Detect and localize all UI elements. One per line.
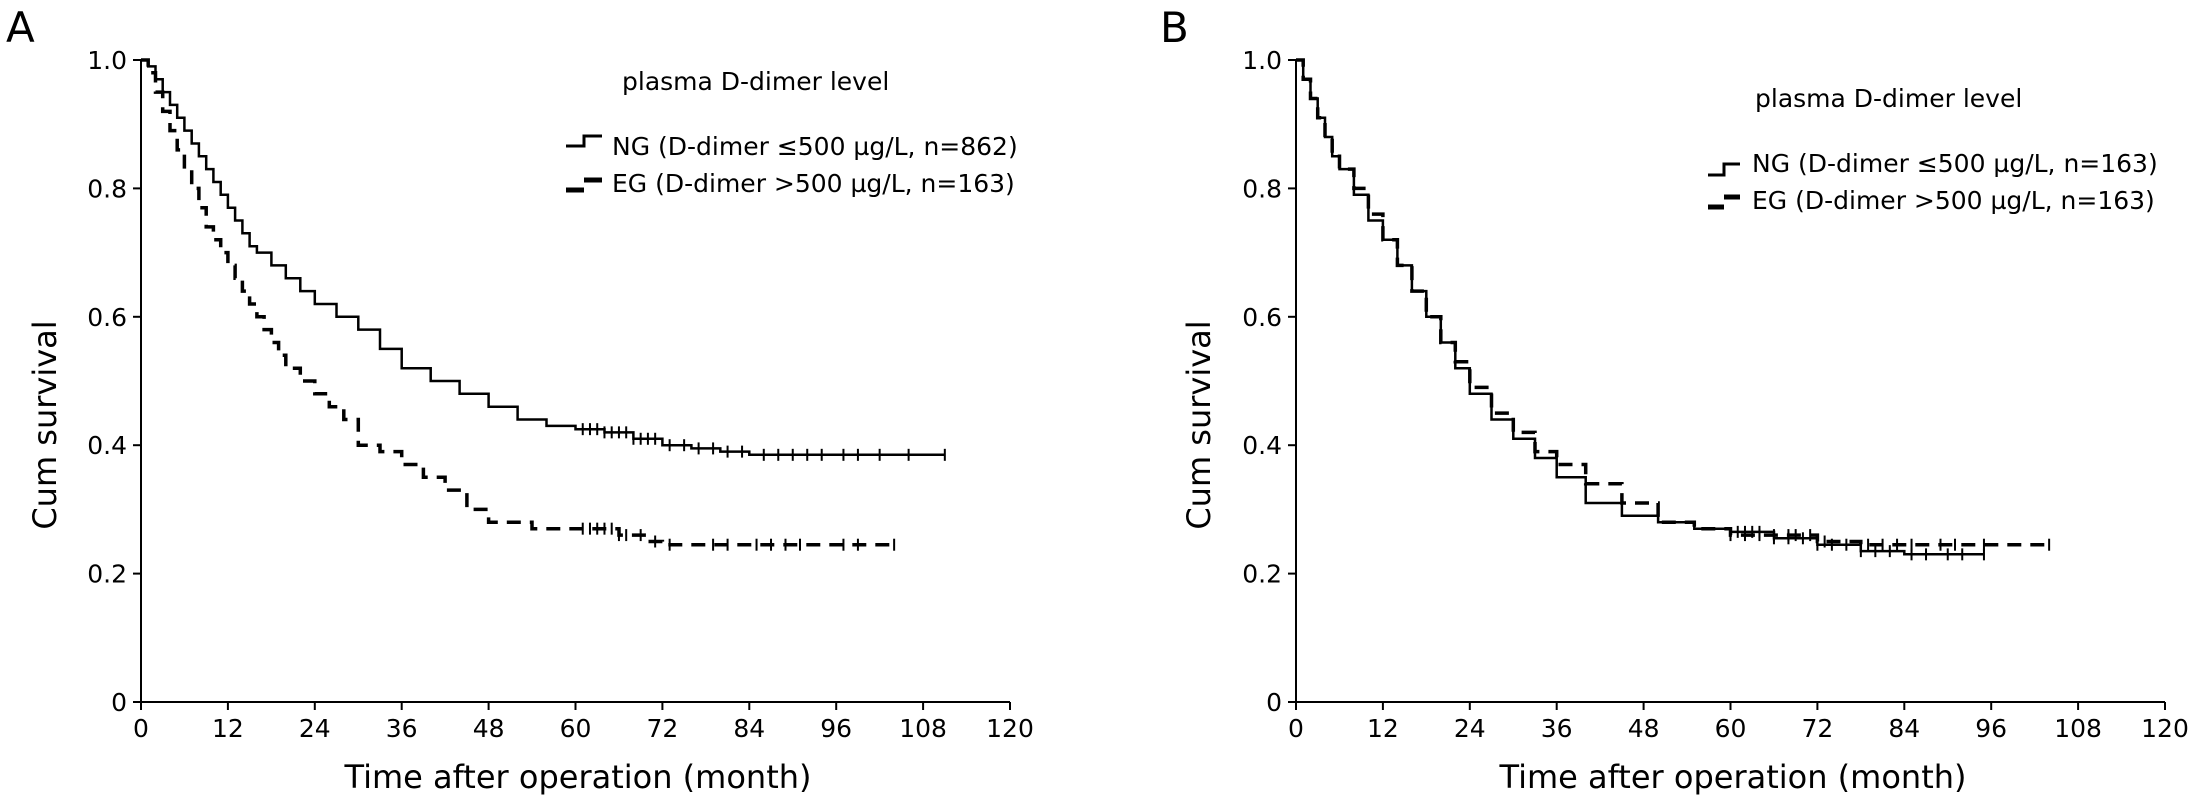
panel-b-y-tick-label: 0.6 [1242,303,1282,332]
panel-b-x-axis-title: Time after operation (month) [1499,758,1967,796]
panel-b-x-tick-label: 108 [2054,714,2102,743]
panel-a-y-tick-label: 0 [111,688,127,717]
panel-b-y-tick-label: 0.2 [1242,560,1282,589]
panel-a-y-tick-label: 0.2 [87,560,127,589]
panel-a-x-tick-label: 0 [133,714,149,743]
panel-a-x-tick-label: 12 [212,714,244,743]
panel-a-legend-ng-label: NG (D-dimer ≤500 µg/L, n=862) [612,132,1018,161]
panel-b-x-tick-label: 48 [1628,714,1660,743]
panel-b-ng-survival-curve [1296,58,1984,556]
panel-a-legend: plasma D-dimer level NG (D-dimer ≤500 µg… [566,67,1018,198]
panel-a-x-tick-label: 96 [820,714,852,743]
panel-b-legend-title: plasma D-dimer level [1755,84,2022,113]
plot-a: 0 12 24 36 48 60 72 84 96 108 120 0 0.2 0.4 0.6 0.8 1.0 [87,46,1034,743]
panel-a-y-tick-label: 0.8 [87,174,127,203]
panel-b-legend-ng-swatch [1708,162,1740,177]
panel-a-letter: A [6,3,35,52]
panel-a-legend-eg-swatch [566,177,602,193]
panel-a-ng-survival-curve [141,58,945,457]
panel-b-x-tick-label: 36 [1541,714,1573,743]
panel-a-legend-title: plasma D-dimer level [622,67,889,96]
panel-a-y-axis-title: Cum survival [26,320,64,529]
panel-a-x-tick-label: 60 [560,714,592,743]
panel-b-eg-survival-curve [1296,58,2050,547]
panel-b-x-tick-label: 96 [1975,714,2007,743]
panel-a-x-tick-label: 48 [473,714,505,743]
panel-b-x-tick-label: 120 [2141,714,2189,743]
panel-b-y-tick-label: 0.4 [1242,431,1282,460]
panel-a-legend-ng-swatch [566,134,602,148]
panel-b-legend-ng-label: NG (D-dimer ≤500 µg/L, n=163) [1752,149,2158,178]
panel-b-x-tick-label: 60 [1715,714,1747,743]
panel-a-y-tick-label: 0.4 [87,431,127,460]
panel-b-x-tick-label: 84 [1888,714,1920,743]
panel-b-letter: B [1160,3,1189,52]
panel-a-x-axis-title: Time after operation (month) [344,758,812,796]
panel-a-x-tick-label: 24 [299,714,331,743]
panel-b-x-tick-label: 12 [1367,714,1399,743]
panel-a: A 0 12 24 36 48 60 72 84 96 108 120 0 0.2 0.4 0.6 0.8 1.… [6,3,1034,796]
panel-a-y-tick-label: 0.6 [87,303,127,332]
panel-b-legend-eg-label: EG (D-dimer >500 µg/L, n=163) [1752,186,2155,215]
panel-a-eg-survival-curve [141,58,895,547]
panel-a-x-tick-label: 72 [646,714,678,743]
panel-b-y-axis-title: Cum survival [1180,320,1218,529]
panel-a-y-tick-label: 1.0 [87,46,127,75]
panel-b: B 0 12 24 36 48 60 72 84 96 108 120 0 0.2 0.4 0.6 0.8 1.… [1160,3,2189,796]
panel-b-x-tick-label: 72 [1801,714,1833,743]
panel-a-x-tick-label: 84 [733,714,765,743]
panel-a-legend-eg-label: EG (D-dimer >500 µg/L, n=163) [612,169,1015,198]
panel-b-y-tick-label: 0 [1266,688,1282,717]
panel-a-x-tick-label: 108 [899,714,947,743]
panel-b-x-tick-label: 24 [1454,714,1486,743]
panel-b-y-tick-label: 1.0 [1242,46,1282,75]
plot-b: 0 12 24 36 48 60 72 84 96 108 120 0 0.2 0.4 0.6 0.8 1.0 [1242,46,2189,743]
panel-b-y-tick-label: 0.8 [1242,174,1282,203]
panel-a-x-tick-label: 120 [986,714,1034,743]
panel-b-legend: plasma D-dimer level NG (D-dimer ≤500 µg… [1708,84,2158,215]
panel-b-x-tick-label: 0 [1288,714,1304,743]
panel-a-x-tick-label: 36 [386,714,418,743]
panel-b-legend-eg-swatch [1708,194,1740,210]
